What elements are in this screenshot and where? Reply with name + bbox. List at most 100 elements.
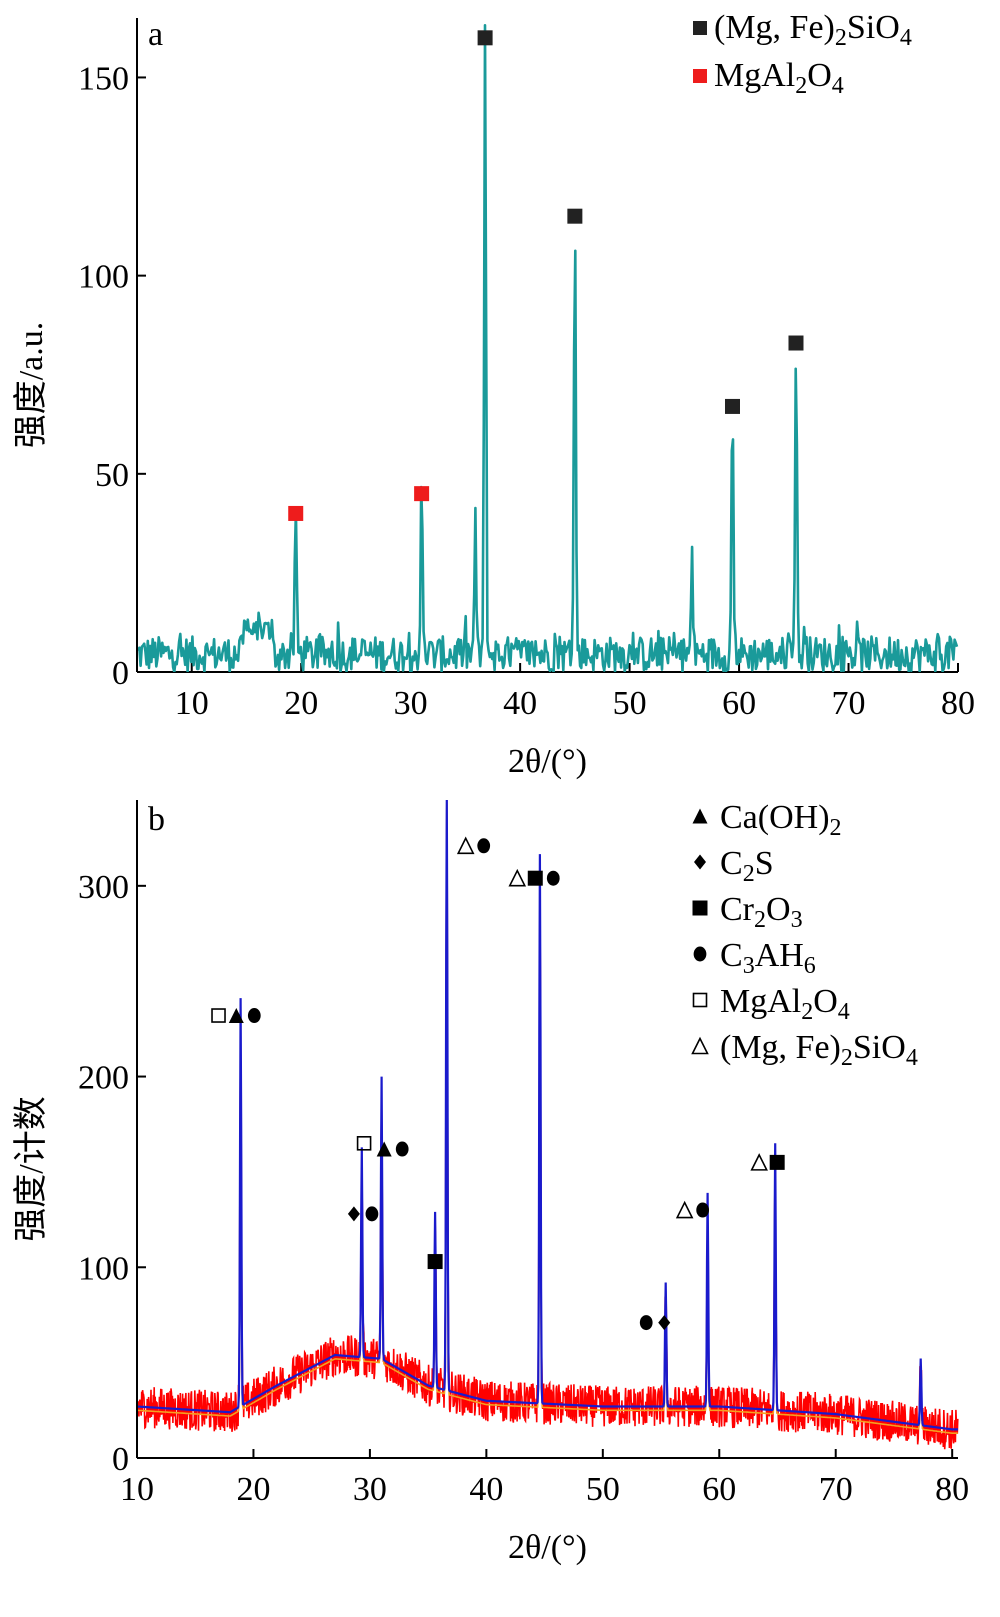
x-tick-label: 80 xyxy=(935,1471,969,1508)
panel-letter: b xyxy=(148,801,165,838)
panel-b-chart: 10 20 30 40 50 60 70 80 0 100 200 300 2θ/(°) 强度/计数 b Ca… xyxy=(12,799,969,1566)
y-axis-title: 强度/a.u. xyxy=(12,322,50,449)
peak-annotation-symbol xyxy=(546,870,560,886)
y-tick-label: 300 xyxy=(78,869,129,906)
x-tick-label: 60 xyxy=(722,685,756,722)
traces xyxy=(138,799,959,1450)
legend-text-part: Cr xyxy=(720,891,755,928)
y-tick-label: 100 xyxy=(78,1250,129,1287)
legend-label: (Mg, Fe)2SiO4 xyxy=(714,9,912,51)
legend-text-part: SiO xyxy=(847,9,900,46)
legend-symbol xyxy=(693,946,707,962)
legend-label: C2S xyxy=(720,845,774,887)
y-tick-label: 0 xyxy=(112,655,129,692)
peak-annotation-symbol xyxy=(456,836,475,855)
x-tick-label: 20 xyxy=(284,685,318,722)
legend-symbol xyxy=(693,21,707,35)
legend-subscript: 2 xyxy=(830,815,842,841)
legend-subscript: 2 xyxy=(835,25,847,51)
legend-symbol xyxy=(694,854,706,870)
legend-label: MgAl2O4 xyxy=(714,57,844,99)
peak-marker xyxy=(477,30,493,46)
peak-annotation-symbol xyxy=(675,1200,694,1219)
peak-annotation-symbol xyxy=(247,1008,261,1024)
peak-annotation-symbol xyxy=(508,868,527,887)
legend-text-part: S xyxy=(755,845,774,882)
y-tick-label: 50 xyxy=(95,457,129,494)
x-tick-label: 60 xyxy=(702,1471,736,1508)
legend-text-part: C xyxy=(720,845,743,882)
x-tick-label: 50 xyxy=(586,1471,620,1508)
panel-letter: a xyxy=(148,16,163,53)
peak-annotation-symbol xyxy=(347,1206,360,1222)
legend-subscript: 2 xyxy=(841,1045,853,1071)
legend-label: C3AH6 xyxy=(720,937,816,979)
x-axis-title: 2θ/(°) xyxy=(508,1529,587,1566)
x-tick-label: 80 xyxy=(941,685,975,722)
peak-annotation-symbol xyxy=(427,1254,443,1270)
legend-text-part: O xyxy=(813,983,838,1020)
legend-text-part: MgAl xyxy=(714,57,795,94)
traces xyxy=(138,23,959,672)
legend-text-part: O xyxy=(766,891,791,928)
peak-annotation-symbol xyxy=(477,838,491,854)
x-tick-label: 30 xyxy=(353,1471,387,1508)
peak-annotation-symbol xyxy=(658,1315,671,1331)
peak-annotation-symbol xyxy=(376,1141,392,1157)
legend-label: Ca(OH)2 xyxy=(720,799,842,841)
legend-subscript: 4 xyxy=(832,73,844,99)
legend-subscript: 4 xyxy=(900,25,912,51)
legend-subscript: 3 xyxy=(743,953,755,979)
peak-annotation-symbol xyxy=(365,1206,379,1222)
calculated-trace xyxy=(138,799,958,1431)
legend-subscript: 4 xyxy=(906,1045,918,1071)
legend-text-part: (Mg, Fe) xyxy=(714,9,835,46)
legend-symbol xyxy=(691,1036,709,1055)
peak-marker xyxy=(724,398,740,414)
legend-label: Cr2O3 xyxy=(720,891,803,933)
peak-marker xyxy=(414,486,430,502)
x-tick-label: 20 xyxy=(236,1471,270,1508)
x-tick-label: 40 xyxy=(469,1471,503,1508)
peak-annotation-symbol xyxy=(211,1008,226,1023)
y-tick-label: 0 xyxy=(112,1441,129,1478)
peak-marker xyxy=(288,505,304,521)
peak-marker xyxy=(788,335,804,351)
x-tick-label: 30 xyxy=(394,685,428,722)
legend-text-part: Ca(OH) xyxy=(720,799,830,836)
legend-symbol xyxy=(692,808,708,824)
legend-subscript: 6 xyxy=(804,953,816,979)
x-axis-title: 2θ/(°) xyxy=(508,743,587,780)
legend-text-part: O xyxy=(807,57,832,94)
legend-symbol xyxy=(692,900,708,916)
legend-label: (Mg, Fe)2SiO4 xyxy=(720,1029,918,1071)
legend-text-part: C xyxy=(720,937,743,974)
legend-text-part: SiO xyxy=(853,1029,906,1066)
x-tick-label: 10 xyxy=(120,1471,154,1508)
legend-subscript: 2 xyxy=(743,861,755,887)
peak-annotation-symbol xyxy=(750,1153,768,1171)
x-tick-label: 70 xyxy=(832,685,866,722)
legend-subscript: 2 xyxy=(801,999,813,1025)
peak-annotation-symbol xyxy=(356,1136,372,1151)
legend-subscript: 2 xyxy=(754,907,766,933)
peak-annotation-symbol xyxy=(228,1008,244,1024)
legend-subscript: 4 xyxy=(838,999,850,1025)
peak-marker xyxy=(567,208,583,224)
x-tick-label: 40 xyxy=(503,685,537,722)
peak-annotation-symbol xyxy=(395,1141,409,1157)
observed-trace xyxy=(138,799,959,1450)
legend-text-part: AH xyxy=(755,937,804,974)
peak-annotation-symbol xyxy=(769,1154,785,1170)
x-tick-label: 70 xyxy=(819,1471,853,1508)
difference-trace xyxy=(138,1042,958,1434)
panel-a-chart: 10 20 30 40 50 60 70 80 0 50 100 150 2θ/(°) 强度/a.u. a (… xyxy=(12,9,975,780)
x-tick-label: 10 xyxy=(175,685,209,722)
y-tick-label: 100 xyxy=(78,259,129,296)
legend-text-part: (Mg, Fe) xyxy=(720,1029,841,1066)
legend-symbol xyxy=(692,992,708,1008)
peak-annotation-symbol xyxy=(639,1315,653,1331)
diffraction-trace xyxy=(138,23,959,672)
legend-symbol xyxy=(693,69,707,83)
